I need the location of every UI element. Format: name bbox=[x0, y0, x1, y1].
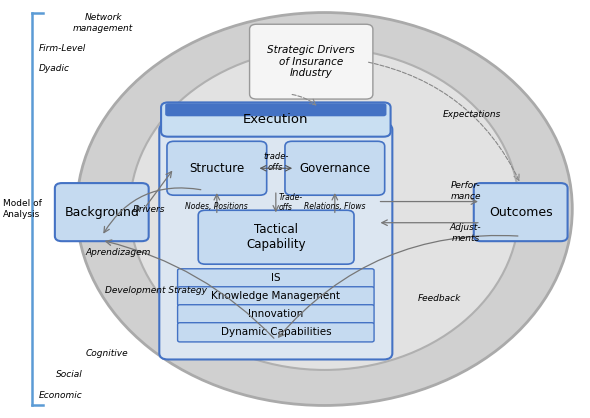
FancyBboxPatch shape bbox=[285, 141, 385, 195]
Text: Adjust-
ments: Adjust- ments bbox=[450, 224, 481, 243]
Text: Perfor-
mance: Perfor- mance bbox=[451, 181, 481, 201]
FancyBboxPatch shape bbox=[250, 24, 373, 99]
Text: Dyadic: Dyadic bbox=[38, 64, 70, 74]
FancyBboxPatch shape bbox=[474, 183, 568, 241]
Text: Aprendizagem: Aprendizagem bbox=[86, 248, 150, 257]
Text: Governance: Governance bbox=[299, 162, 371, 175]
Text: Social: Social bbox=[56, 370, 83, 379]
FancyBboxPatch shape bbox=[178, 287, 374, 306]
FancyBboxPatch shape bbox=[178, 305, 374, 324]
Ellipse shape bbox=[130, 48, 519, 370]
Text: trade-
offs: trade- offs bbox=[263, 152, 289, 172]
Text: Trade-
offs: Trade- offs bbox=[278, 193, 303, 212]
Text: Innovation: Innovation bbox=[248, 309, 303, 319]
FancyBboxPatch shape bbox=[198, 210, 354, 264]
Text: Development Strategy: Development Strategy bbox=[106, 286, 207, 295]
FancyBboxPatch shape bbox=[165, 103, 386, 116]
Text: Background: Background bbox=[64, 206, 139, 219]
Text: Execution: Execution bbox=[243, 113, 309, 126]
Text: Outcomes: Outcomes bbox=[489, 206, 552, 219]
Text: Drivers: Drivers bbox=[132, 205, 165, 214]
FancyBboxPatch shape bbox=[55, 183, 149, 241]
Text: Firm-Level: Firm-Level bbox=[38, 43, 86, 53]
Text: Cognitive: Cognitive bbox=[86, 349, 128, 358]
FancyBboxPatch shape bbox=[178, 269, 374, 288]
FancyBboxPatch shape bbox=[159, 123, 392, 359]
Text: Model of
Analysis: Model of Analysis bbox=[3, 199, 42, 219]
Text: Relations, Flows: Relations, Flows bbox=[304, 202, 366, 211]
Text: Nodes, Positions: Nodes, Positions bbox=[185, 202, 248, 211]
Text: Tactical
Capability: Tactical Capability bbox=[246, 223, 306, 251]
Text: Knowledge Management: Knowledge Management bbox=[211, 291, 340, 301]
FancyBboxPatch shape bbox=[167, 141, 267, 195]
Text: Network
management: Network management bbox=[73, 13, 133, 33]
Text: Structure: Structure bbox=[189, 162, 244, 175]
FancyBboxPatch shape bbox=[161, 102, 391, 137]
Ellipse shape bbox=[77, 13, 572, 405]
Text: IS: IS bbox=[271, 273, 281, 283]
Text: Strategic Drivers
of Insurance
Industry: Strategic Drivers of Insurance Industry bbox=[267, 45, 355, 78]
Text: Feedback: Feedback bbox=[418, 294, 461, 303]
Text: Economic: Economic bbox=[38, 390, 82, 400]
FancyBboxPatch shape bbox=[178, 323, 374, 342]
Text: Dynamic Capabilities: Dynamic Capabilities bbox=[221, 327, 331, 337]
Text: Expectations: Expectations bbox=[443, 110, 501, 120]
